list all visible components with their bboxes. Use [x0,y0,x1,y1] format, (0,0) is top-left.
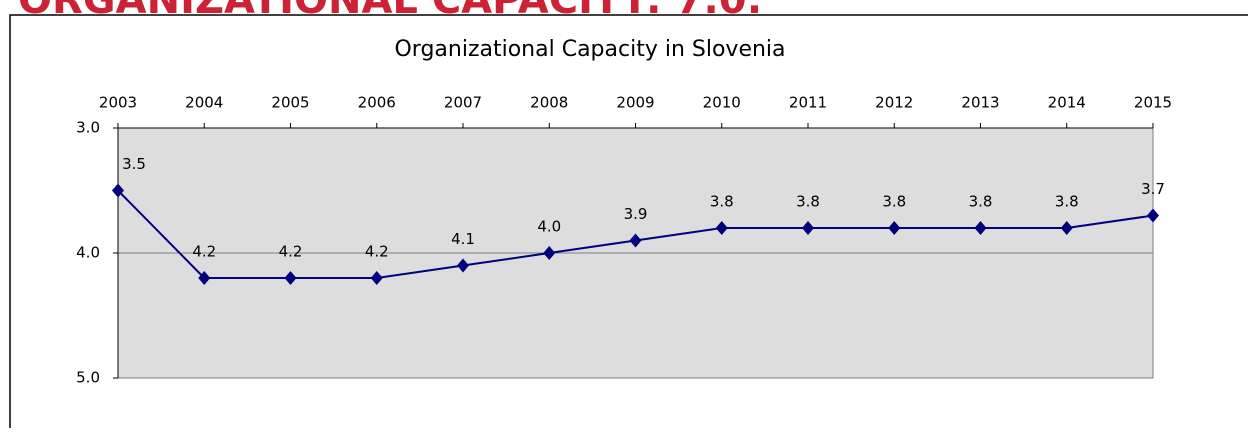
x-tick-label: 2007 [444,94,482,112]
data-point [715,221,728,235]
data-label: 4.1 [451,230,475,248]
data-label: 3.8 [969,193,993,211]
chart-frame [9,14,1248,432]
data-point [370,271,383,285]
chart-title: Organizational Capacity in Slovenia [394,37,785,62]
data-point [974,221,987,235]
data-label: 3.8 [1055,193,1079,211]
data-point [1060,221,1073,235]
x-tick-label: 2010 [703,94,741,112]
x-tick-label: 2011 [789,94,827,112]
y-tick-label: 5.0 [76,369,100,387]
data-point [543,246,556,260]
data-point [629,233,642,248]
x-tick-label: 2005 [271,94,309,112]
data-point [198,271,211,285]
x-tick-label: 2006 [358,94,396,112]
data-point [457,258,469,273]
data-label: 3.8 [796,193,820,211]
x-tick-label: 2014 [1048,94,1086,112]
data-point [284,271,297,285]
data-label: 3.7 [1141,180,1165,198]
data-label: 3.9 [624,205,648,223]
data-label: 4.0 [537,218,561,236]
data-point [802,221,814,235]
data-label: 4.2 [279,243,303,261]
x-tick-label: 2013 [961,94,999,112]
data-label: 3.8 [882,193,906,211]
x-tick-label: 2004 [185,94,223,112]
x-tick-label: 2003 [99,94,137,112]
data-point [1147,208,1159,223]
x-tick-label: 2012 [875,94,913,112]
data-label: 3.5 [122,155,146,173]
data-point [112,183,124,198]
data-point [888,221,901,235]
page-heading: ORGANIZATIONAL CAPACITY: 7.0: [18,0,763,23]
x-tick-label: 2008 [530,94,568,112]
x-tick-label: 2009 [616,94,654,112]
data-label: 4.2 [365,243,389,261]
x-tick-label: 2015 [1134,94,1172,112]
y-tick-label: 4.0 [76,244,100,262]
data-label: 3.8 [710,193,734,211]
y-tick-label: 3.0 [76,119,100,137]
data-label: 4.2 [192,243,216,261]
